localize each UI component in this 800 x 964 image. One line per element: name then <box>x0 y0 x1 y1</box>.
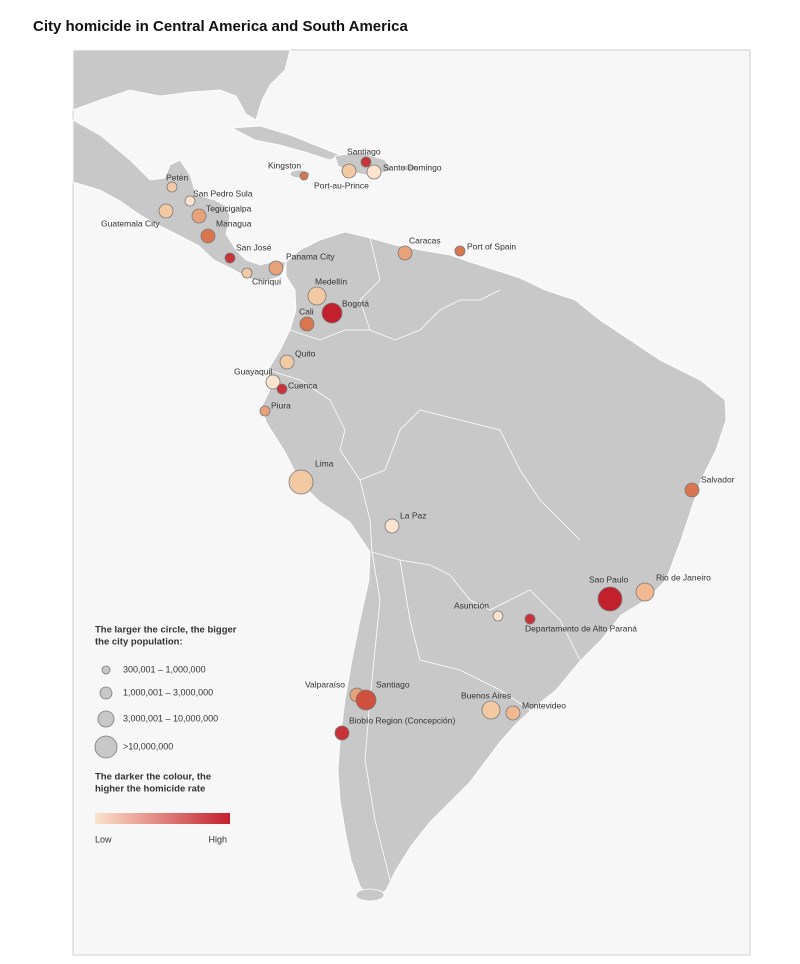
title: City homicide in Central America and Sou… <box>33 18 408 35</box>
city-marker <box>224 252 236 264</box>
city-marker <box>524 613 536 625</box>
city-label: San José <box>236 242 272 252</box>
city-label: Panama City <box>286 251 335 261</box>
city-label: Montevideo <box>522 700 566 710</box>
legend-size-symbol <box>97 710 115 728</box>
city-marker <box>366 164 382 180</box>
city-label: Managua <box>216 218 252 228</box>
city-label: Salvador <box>701 474 735 484</box>
city-label: Guayaquil <box>234 366 272 376</box>
city-label: Medellín <box>315 276 347 286</box>
city-label: Buenos Aires <box>461 690 511 700</box>
city-marker <box>200 228 216 244</box>
legend-size-symbol <box>99 686 113 700</box>
city-marker <box>635 582 655 602</box>
city-label: Quito <box>295 348 316 358</box>
city-marker <box>299 316 315 332</box>
legend-size-label: >10,000,000 <box>123 741 173 751</box>
city-label: Biobío Region (Concepción) <box>349 715 455 725</box>
city-label: Petén <box>166 172 188 182</box>
city-marker <box>265 374 281 390</box>
city-marker <box>454 245 466 257</box>
city-marker <box>684 482 700 498</box>
city-label: Tegucigalpa <box>206 203 252 213</box>
city-marker <box>307 286 327 306</box>
city-marker <box>299 171 309 181</box>
city-label: Piura <box>271 400 291 410</box>
city-marker <box>321 302 343 324</box>
city-marker <box>259 405 271 417</box>
city-marker <box>184 195 196 207</box>
legend-size-symbol <box>94 735 118 759</box>
city-label: Cuenca <box>288 380 318 390</box>
city-marker <box>360 156 372 168</box>
city-label: San Pedro Sula <box>193 188 253 198</box>
city-marker <box>241 267 253 279</box>
legend-size-label: 3,000,001 – 10,000,000 <box>123 713 218 723</box>
city-marker <box>397 245 413 261</box>
legend-size-title: The larger the circle, the bigger <box>95 625 237 636</box>
city-label: Santiago <box>347 146 381 156</box>
city-label: Rio de Janeiro <box>656 572 711 582</box>
city-marker <box>384 518 400 534</box>
legend-size-symbol <box>101 665 111 675</box>
legend-size-title: the city population: <box>95 637 183 648</box>
city-label: Asunción <box>454 600 489 610</box>
legend-size-label: 300,001 – 1,000,000 <box>123 664 206 674</box>
city-marker <box>158 203 174 219</box>
legend-low: Low <box>95 834 112 844</box>
city-marker <box>481 700 501 720</box>
city-marker <box>166 181 178 193</box>
city-marker <box>191 208 207 224</box>
legend-size-label: 1,000,001 – 3,000,000 <box>123 687 213 697</box>
city-label: Cali <box>299 306 314 316</box>
legend-color-title: higher the homicide rate <box>95 784 205 795</box>
city-label: Santo Domingo <box>383 162 442 172</box>
city-marker <box>492 610 504 622</box>
color-ramp <box>95 813 230 824</box>
city-marker <box>279 354 295 370</box>
city-label: Valparaíso <box>305 679 345 689</box>
city-label: Lima <box>315 458 334 468</box>
legend-color-title: The darker the colour, the <box>95 772 211 783</box>
city-label: Bogotá <box>342 298 369 308</box>
city-marker <box>276 383 288 395</box>
cities: Petén San Pedro Sula Tegucigalpa Guatemala … <box>101 146 735 741</box>
city-marker <box>341 163 357 179</box>
city-marker <box>355 689 377 711</box>
city-label: Guatemala City <box>101 218 160 228</box>
city-label: Santiago <box>376 679 410 689</box>
city-label: La Paz <box>400 510 426 520</box>
city-marker <box>505 705 521 721</box>
city-marker <box>597 586 623 612</box>
city-marker <box>288 469 314 495</box>
city-marker <box>334 725 350 741</box>
city-label: Sao Paulo <box>589 574 628 584</box>
city-label: Kingston <box>268 160 301 170</box>
city-label: Departamento de Alto Paraná <box>525 623 637 633</box>
city-label: Chiriquí <box>252 276 282 286</box>
city-label: Port of Spain <box>467 241 516 251</box>
legend-high: High <box>208 834 227 844</box>
city-label: Port-au-Prince <box>314 180 369 190</box>
city-label: Caracas <box>409 235 441 245</box>
city-marker <box>268 260 284 276</box>
